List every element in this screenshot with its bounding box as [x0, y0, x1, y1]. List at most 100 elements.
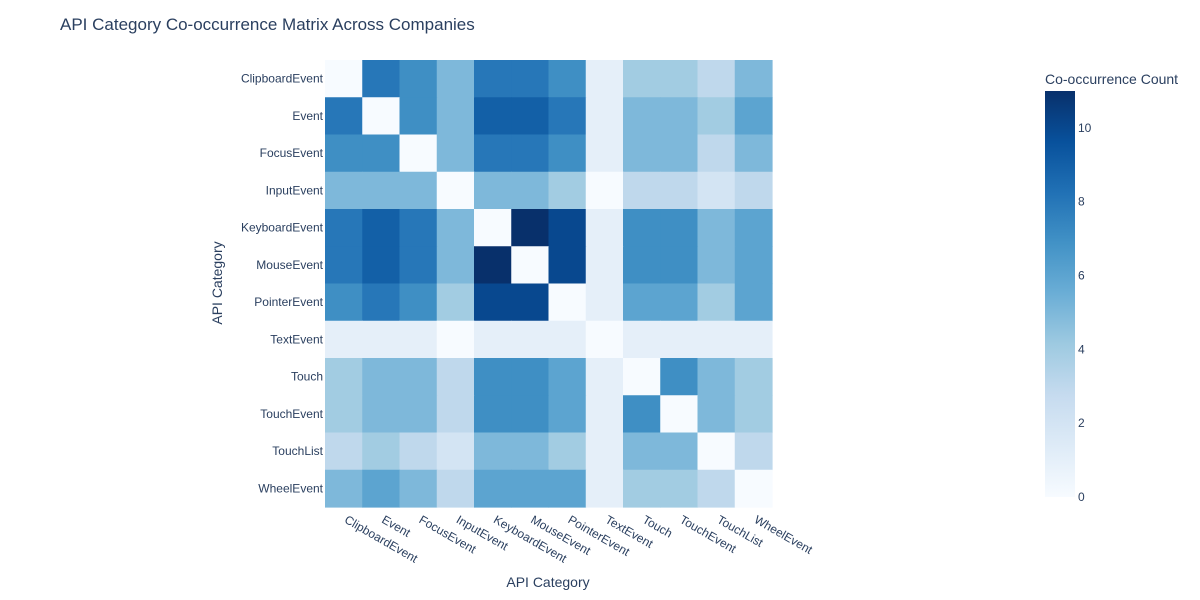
heatmap-cell: [436, 283, 475, 322]
y-tick-label: ClipboardEvent: [241, 72, 324, 86]
y-tick-label: PointerEvent: [254, 295, 323, 309]
heatmap-cell: [548, 171, 587, 210]
heatmap-cell: [511, 283, 550, 322]
heatmap-cell: [474, 283, 512, 322]
heatmap-cell: [623, 395, 661, 434]
heatmap-cell: [585, 209, 624, 247]
heatmap-cell: [511, 171, 550, 210]
heatmap-cell: [399, 469, 438, 508]
colorbar-tick-label: 4: [1078, 342, 1085, 356]
heatmap-cell: [325, 395, 363, 434]
heatmap-cell: [399, 134, 438, 173]
heatmap-cell: [474, 246, 512, 285]
heatmap-cell: [548, 60, 587, 98]
heatmap-cell: [548, 283, 587, 322]
heatmap-cell: [548, 209, 587, 247]
y-axis-ticks: ClipboardEvent Event FocusEvent InputEvent K…: [241, 72, 324, 496]
colorbar-title: Co-occurrence Count: [1045, 71, 1178, 87]
heatmap-cell: [623, 469, 661, 508]
heatmap-cell: [585, 246, 624, 285]
colorbar-tick-label: 8: [1078, 195, 1085, 209]
heatmap-cell: [623, 97, 661, 136]
y-tick-label: WheelEvent: [258, 481, 323, 495]
heatmap-cell: [474, 209, 512, 247]
heatmap-cell: [548, 134, 587, 173]
heatmap-cell: [325, 358, 363, 396]
heatmap-cell: [697, 283, 736, 322]
heatmap-cell: [325, 469, 363, 508]
heatmap-cell: [362, 358, 401, 396]
heatmap-cell: [399, 283, 438, 322]
heatmap-cell: [734, 134, 773, 173]
heatmap-cell: [474, 134, 512, 173]
heatmap-cell: [548, 246, 587, 285]
heatmap-cell: [623, 358, 661, 396]
heatmap-cell: [660, 97, 699, 136]
heatmap-cell: [623, 283, 661, 322]
heatmap-cell: [511, 60, 550, 98]
heatmap-cell: [697, 209, 736, 247]
heatmap-cell: [399, 395, 438, 434]
heatmap-cell: [362, 320, 401, 359]
heatmap-cell: [325, 209, 363, 247]
heatmap-cell: [697, 134, 736, 173]
heatmap-cell: [511, 97, 550, 136]
y-tick-label: InputEvent: [266, 183, 324, 197]
heatmap-cell: [660, 469, 699, 508]
heatmap-cell: [548, 358, 587, 396]
heatmap-cell: [734, 209, 773, 247]
y-tick-label: MouseEvent: [256, 258, 323, 272]
heatmap-cell: [511, 395, 550, 434]
heatmap-cell: [623, 171, 661, 210]
heatmap-cell: [325, 60, 363, 98]
heatmap-cell: [697, 469, 736, 508]
heatmap-cell: [623, 320, 661, 359]
heatmap-cell: [474, 171, 512, 210]
heatmap-cell: [511, 209, 550, 247]
heatmap-cell: [436, 432, 475, 471]
heatmap-cell: [585, 60, 624, 98]
heatmap-cell: [734, 469, 773, 508]
heatmap-cell: [399, 97, 438, 136]
heatmap-cell: [362, 432, 401, 471]
heatmap-cell: [548, 320, 587, 359]
heatmap-cell: [697, 358, 736, 396]
heatmap-cell: [697, 60, 736, 98]
heatmap-cell: [623, 134, 661, 173]
heatmap-cell: [436, 60, 475, 98]
heatmap-cell: [399, 171, 438, 210]
heatmap-cell: [734, 246, 773, 285]
heatmap-cell: [660, 358, 699, 396]
heatmap-cell: [660, 60, 699, 98]
heatmap-cell: [436, 209, 475, 247]
heatmap-cell: [623, 432, 661, 471]
heatmap-cell: [325, 432, 363, 471]
heatmap-cell: [697, 171, 736, 210]
colorbar: [1045, 91, 1075, 497]
heatmap-cell: [362, 209, 401, 247]
heatmap-cell: [585, 283, 624, 322]
heatmap-cell: [436, 395, 475, 434]
heatmap-cell: [474, 395, 512, 434]
heatmap-cell: [474, 320, 512, 359]
heatmap-cell: [511, 134, 550, 173]
heatmap-cell: [511, 469, 550, 508]
heatmap-cell: [362, 469, 401, 508]
heatmap-cell: [399, 432, 438, 471]
heatmap-cell: [399, 246, 438, 285]
heatmap-cell: [734, 395, 773, 434]
heatmap-cell: [436, 171, 475, 210]
heatmap-cell: [362, 97, 401, 136]
heatmap-cells: [325, 60, 773, 508]
heatmap-cell: [734, 358, 773, 396]
heatmap-cell: [585, 432, 624, 471]
heatmap-cell: [362, 246, 401, 285]
heatmap-cell: [511, 432, 550, 471]
heatmap-cell: [660, 246, 699, 285]
heatmap-cell: [436, 320, 475, 359]
heatmap-cell: [660, 171, 699, 210]
heatmap-cell: [436, 469, 475, 508]
colorbar-tick-label: 2: [1078, 416, 1085, 430]
heatmap-cell: [548, 97, 587, 136]
